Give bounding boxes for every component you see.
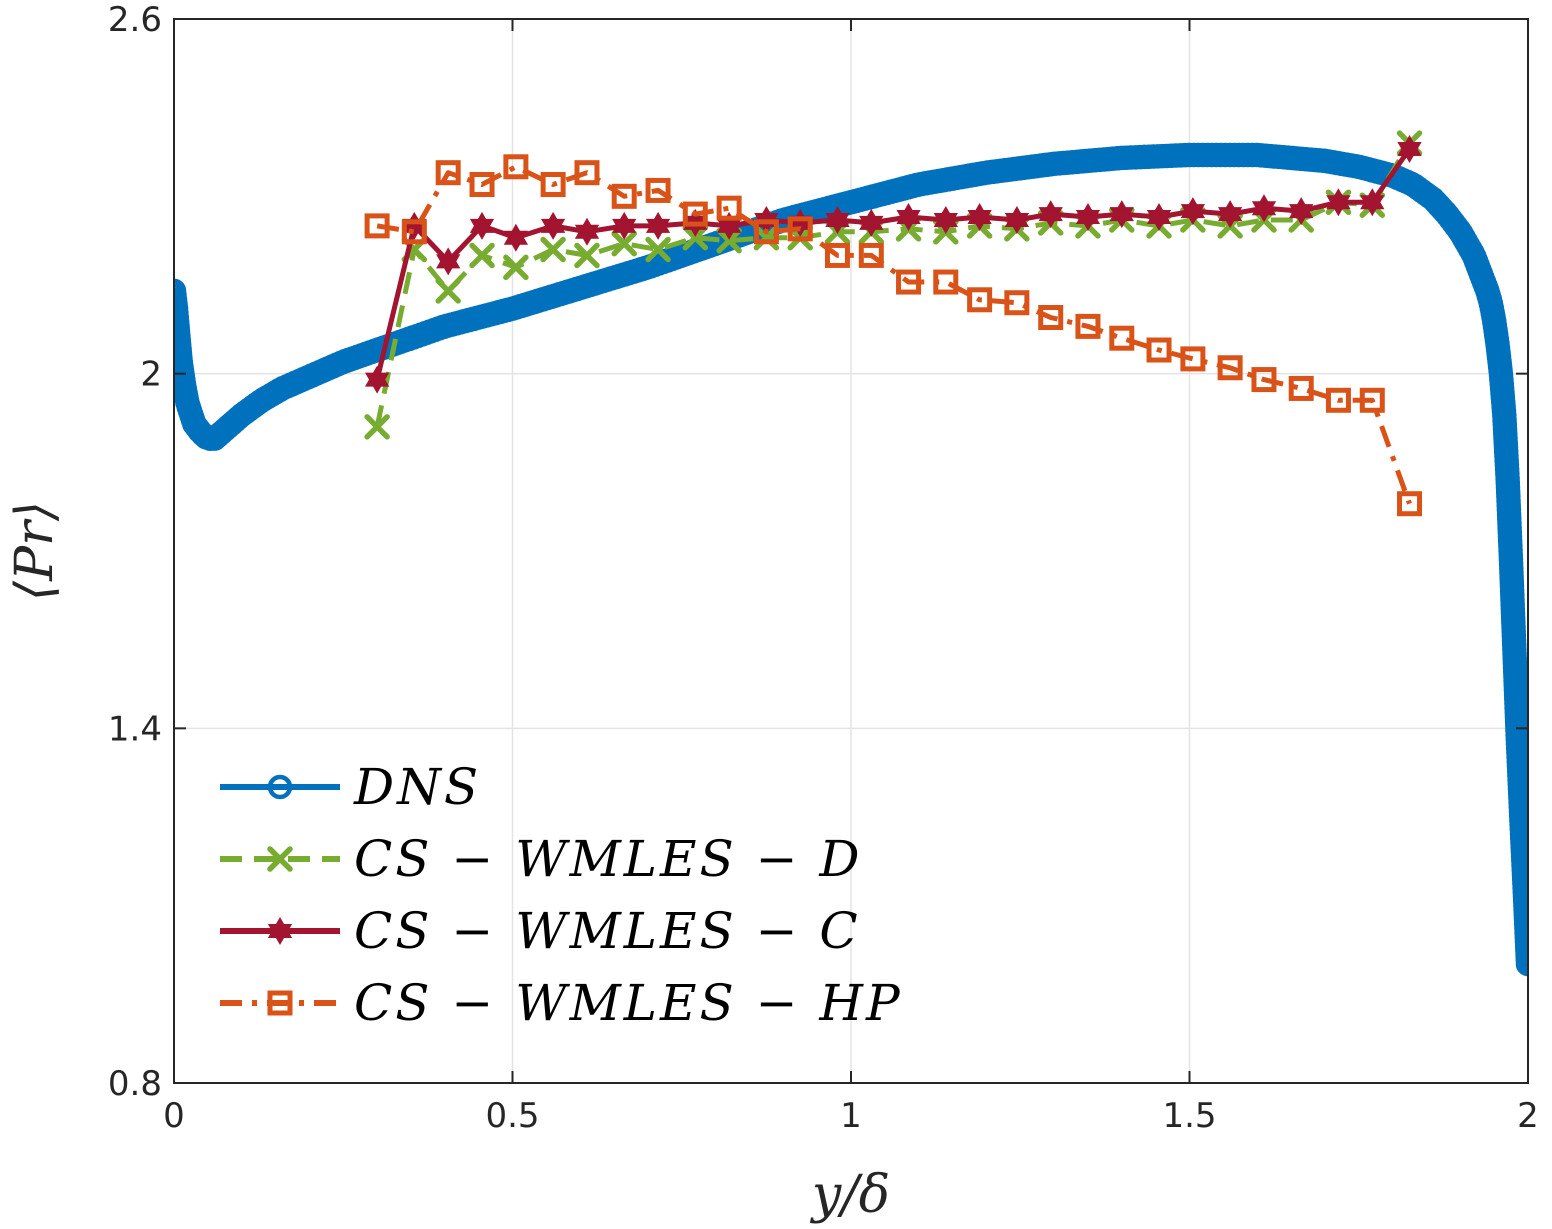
point-CS-WMLES-D [574,242,600,269]
point-CS-WMLES-C [896,210,921,232]
point-CS-WMLES-D [469,242,495,269]
point-CS-WMLES-HP [1217,355,1243,381]
legend-marker [267,990,293,1016]
point-CS-WMLES-C [436,254,461,276]
point-CS-WMLES-HP [645,177,671,203]
point-CS-WMLES-HP [716,195,742,221]
point-CS-WMLES-C [1289,204,1314,226]
x-tick-label: 0.5 [485,1096,539,1136]
x-tick-label: 1.5 [1162,1096,1216,1136]
y-tick-label: 0.8 [108,1064,162,1104]
point-CS-WMLES-HP [858,242,884,268]
point-CS-WMLES-D [540,236,566,263]
point-CS-WMLES-D [435,278,461,304]
point-CS-WMLES-HP [1288,375,1314,401]
point-CS-WMLES-C [1075,210,1101,232]
legend-marker [267,924,293,945]
point-CS-WMLES-C [859,215,884,237]
y-tick-label: 2 [140,355,162,395]
x-axis-label: y/δ [810,1165,890,1225]
point-CS-WMLES-HP [1038,305,1064,331]
point-CS-WMLES-C [1004,213,1030,234]
point-CS-WMLES-C [503,230,529,252]
point-CS-WMLES-D [503,254,529,281]
point-CS-WMLES-HP [611,183,637,209]
point-CS-WMLES-C [933,213,958,234]
point-CS-WMLES-HP [540,172,566,198]
point-CS-WMLES-HP [1109,325,1135,351]
series-line-CS-WMLES-HP [376,164,1412,505]
point-CS-WMLES-C [1180,204,1206,226]
point-CS-WMLES-C [1217,207,1243,229]
legend-label: CS − WMLES − C [354,902,861,960]
point-CS-WMLES-HP [401,219,427,245]
point-CS-WMLES-HP [435,160,461,186]
point-CS-WMLES-D [645,236,671,263]
point-CS-WMLES-HP [824,242,850,268]
legend-marker [267,774,293,800]
point-CS-WMLES-C [1251,201,1277,223]
point-CS-WMLES-C [1109,207,1134,229]
legend-entry-CS-WMLES-HP: CS − WMLES − HP [220,974,903,1032]
point-CS-WMLES-D [682,224,709,251]
point-CS-WMLES-HP [1146,337,1172,363]
point-CS-WMLES-C [645,218,671,240]
legend-marker [267,846,293,872]
point-CS-WMLES-HP [574,160,600,186]
point-CS-WMLES-HP [364,213,390,239]
point-CS-WMLES-HP [933,269,959,295]
x-tick-label: 2 [1517,1096,1539,1136]
point-CS-WMLES-C [469,218,495,240]
legend-entry-DNS: DNS [220,758,481,816]
point-CS-WMLES-HP [896,269,922,295]
point-CS-WMLES-C [574,224,600,246]
point-CS-WMLES-HP [1251,367,1277,393]
point-CS-WMLES-C [967,210,992,231]
series-layer [174,130,1528,977]
legend-label: CS − WMLES − HP [354,974,903,1032]
point-CS-WMLES-HP [1075,313,1101,339]
point-CS-WMLES-C [612,218,637,240]
point-CS-WMLES-HP [753,219,779,245]
series-CS-WMLES-HP [364,154,1423,517]
point-CS-WMLES-C [1397,142,1422,163]
point-CS-WMLES-C [1146,210,1172,231]
legend-entry-CS-WMLES-D: CS − WMLES − D [220,830,863,888]
point-CS-WMLES-HP [787,216,813,242]
y-tick-label: 2.6 [108,0,162,40]
x-tick-label: 1 [840,1096,862,1136]
point-CS-WMLES-D [753,224,780,251]
point-CS-WMLES-C [364,372,390,394]
point-CS-WMLES-HP [1359,387,1385,413]
legend-label: DNS [353,758,481,816]
point-CS-WMLES-HP [967,287,993,313]
point-CS-WMLES-HP [469,172,495,198]
point-CS-WMLES-C [1360,195,1385,217]
point-CS-WMLES-HP [503,154,529,180]
point-CS-WMLES-D [716,227,742,254]
legend: DNS CS − WMLES − D CS − WMLES − C CS − WMLE… [220,758,903,1032]
point-CS-WMLES-D [611,230,637,257]
legend-entry-CS-WMLES-C: CS − WMLES − C [220,902,861,960]
y-axis-label: ⟨Pr⟩ [5,501,65,601]
point-CS-WMLES-D [364,414,390,440]
point-CS-WMLES-C [540,218,566,240]
point-CS-WMLES-HP [1180,346,1206,372]
legend-label: CS − WMLES − D [354,830,863,888]
point-CS-WMLES-HP [1325,387,1351,413]
point-CS-WMLES-C [825,213,850,234]
point-CS-WMLES-C [1038,207,1063,229]
series-CS-WMLES-C [364,135,1422,394]
x-tick-label: 0 [163,1096,185,1136]
point-CS-WMLES-HP [1004,290,1030,316]
point-CS-WMLES-HP [1397,491,1423,517]
point-CS-WMLES-HP [682,201,708,227]
y-tick-label: 1.4 [108,709,162,749]
point-CS-WMLES-C [1326,195,1351,217]
axis-ticks: 0 0.5 1 1.5 2 0.8 1.4 2 2.6 [108,0,1539,1136]
